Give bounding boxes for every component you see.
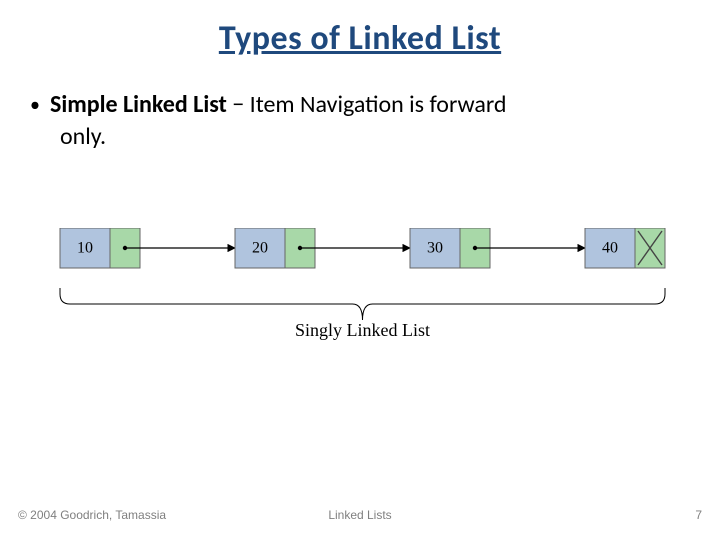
- svg-text:30: 30: [427, 240, 443, 257]
- footer-copyright: © 2004 Goodrich, Tamassia: [18, 508, 166, 522]
- svg-text:20: 20: [252, 240, 268, 257]
- footer-title: Linked Lists: [328, 508, 391, 522]
- slide-title: Types of Linked List: [0, 0, 720, 59]
- bullet-dot-icon: •: [30, 89, 40, 121]
- diagram-svg: 10 20 30 40 Singly Linked List: [50, 228, 670, 368]
- bullet-continue: only.: [60, 121, 690, 153]
- bullet-rest: − Item Navigation is forward: [227, 90, 507, 119]
- bullet-area: • Simple Linked List − Item Navigation i…: [0, 59, 720, 153]
- svg-text:Singly Linked List: Singly Linked List: [295, 320, 430, 340]
- bullet-text: Simple Linked List − Item Navigation is …: [50, 89, 507, 121]
- footer-page-number: 7: [695, 508, 702, 522]
- svg-text:10: 10: [77, 240, 93, 257]
- svg-text:40: 40: [602, 240, 618, 257]
- linked-list-diagram: 10 20 30 40 Singly Linked List: [50, 228, 670, 398]
- bullet-bold: Simple Linked List: [50, 90, 227, 119]
- bullet-line: • Simple Linked List − Item Navigation i…: [30, 89, 690, 121]
